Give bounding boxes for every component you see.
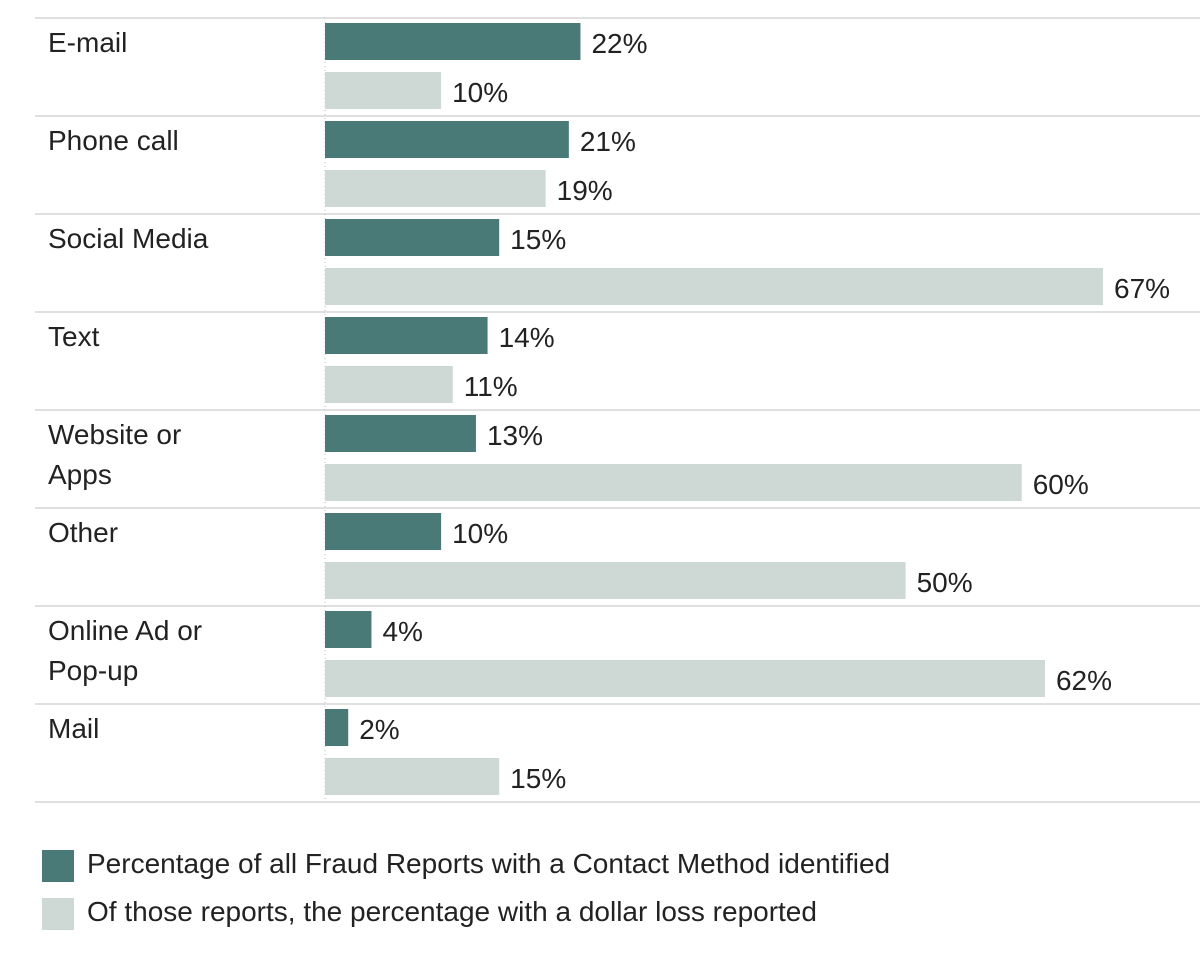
category-label: Social Media <box>48 223 209 254</box>
data-label: 2% <box>359 714 399 745</box>
bar-dollar-loss <box>325 268 1103 305</box>
category-label: E-mail <box>48 27 127 58</box>
data-label: 22% <box>591 28 647 59</box>
category-label: Website or <box>48 419 181 450</box>
category-label: Other <box>48 517 118 548</box>
bar-reports <box>325 121 569 158</box>
category-label: Online Ad or <box>48 615 202 646</box>
data-label: 19% <box>557 175 613 206</box>
data-label: 21% <box>580 126 636 157</box>
category-label: Apps <box>48 459 112 490</box>
data-label: 13% <box>487 420 543 451</box>
data-label: 15% <box>510 224 566 255</box>
bar-reports <box>325 317 488 354</box>
bar-reports <box>325 23 581 60</box>
data-label: 11% <box>464 371 518 402</box>
bar-dollar-loss <box>325 72 442 109</box>
category-label: Mail <box>48 713 99 744</box>
bar-reports <box>325 709 349 746</box>
bar-reports <box>325 513 442 550</box>
bar-dollar-loss <box>325 758 500 795</box>
data-label: 14% <box>499 322 555 353</box>
bar-reports <box>325 611 372 648</box>
legend-label-reports: Percentage of all Fraud Reports with a C… <box>87 848 891 879</box>
legend-label-dollar-loss: Of those reports, the percentage with a … <box>87 896 817 927</box>
data-label: 50% <box>917 567 973 598</box>
legend-swatch-dollar-loss <box>42 898 74 930</box>
bar-reports <box>325 219 500 256</box>
bar-dollar-loss <box>325 464 1022 501</box>
bar-reports <box>325 415 476 452</box>
legend-swatch-reports <box>42 850 74 882</box>
data-label: 10% <box>452 518 508 549</box>
bar-dollar-loss <box>325 660 1045 697</box>
bar-dollar-loss <box>325 562 906 599</box>
data-label: 15% <box>510 763 566 794</box>
bar-dollar-loss <box>325 366 453 403</box>
data-label: 67% <box>1114 273 1170 304</box>
data-label: 60% <box>1033 469 1089 500</box>
data-label: 10% <box>452 77 508 108</box>
data-label: 62% <box>1056 665 1112 696</box>
category-label: Pop-up <box>48 655 138 686</box>
category-label: Phone call <box>48 125 179 156</box>
data-label: 4% <box>382 616 422 647</box>
bar-dollar-loss <box>325 170 546 207</box>
category-label: Text <box>48 321 100 352</box>
